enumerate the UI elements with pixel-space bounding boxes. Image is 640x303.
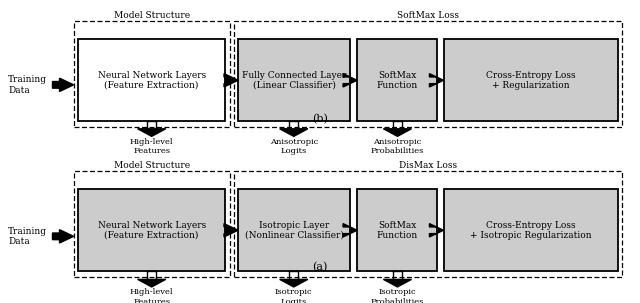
Polygon shape: [138, 129, 166, 136]
Bar: [238, 189, 350, 271]
Text: (a): (a): [312, 262, 328, 272]
Polygon shape: [224, 224, 238, 237]
Polygon shape: [429, 224, 444, 237]
Bar: [234, 171, 622, 277]
Polygon shape: [280, 129, 308, 136]
Text: High-level
Features: High-level Features: [130, 138, 173, 155]
Text: Isotropic Layer
(Nonlinear Classifier): Isotropic Layer (Nonlinear Classifier): [244, 221, 344, 240]
Polygon shape: [224, 74, 238, 87]
Bar: [444, 39, 618, 121]
Polygon shape: [343, 224, 357, 237]
Text: Training
Data: Training Data: [8, 227, 47, 246]
Polygon shape: [383, 129, 412, 136]
Text: Model Structure: Model Structure: [114, 11, 190, 20]
Text: Isotropic
Logits: Isotropic Logits: [275, 288, 312, 303]
Bar: [78, 189, 225, 271]
Text: SoftMax
Function: SoftMax Function: [376, 71, 418, 90]
Bar: [238, 39, 350, 121]
Bar: [74, 21, 230, 127]
Text: SoftMax Loss: SoftMax Loss: [397, 11, 459, 20]
Text: Isotropic
Probabilities: Isotropic Probabilities: [371, 288, 424, 303]
Bar: [444, 189, 618, 271]
Bar: [78, 39, 225, 121]
Text: Cross-Entropy Loss
+ Regularization: Cross-Entropy Loss + Regularization: [486, 71, 575, 90]
Polygon shape: [52, 230, 74, 243]
Polygon shape: [429, 74, 444, 87]
Bar: [234, 21, 622, 127]
Text: Anisotropic
Logits: Anisotropic Logits: [269, 138, 318, 155]
Polygon shape: [138, 279, 166, 287]
Text: Cross-Entropy Loss
+ Isotropic Regularization: Cross-Entropy Loss + Isotropic Regulariz…: [470, 221, 591, 240]
Text: Training
Data: Training Data: [8, 75, 47, 95]
Bar: [357, 189, 437, 271]
Text: Neural Network Layers
(Feature Extraction): Neural Network Layers (Feature Extractio…: [97, 71, 206, 90]
Text: (b): (b): [312, 114, 328, 124]
Bar: [357, 39, 437, 121]
Bar: [74, 171, 230, 277]
Text: SoftMax
Function: SoftMax Function: [376, 221, 418, 240]
Text: DisMax Loss: DisMax Loss: [399, 161, 457, 170]
Text: High-level
Features: High-level Features: [130, 288, 173, 303]
Text: Fully Connected Layer
(Linear Classifier): Fully Connected Layer (Linear Classifier…: [242, 71, 346, 90]
Polygon shape: [343, 74, 357, 87]
Polygon shape: [280, 279, 308, 287]
Polygon shape: [383, 279, 412, 287]
Polygon shape: [52, 78, 74, 92]
Text: Model Structure: Model Structure: [114, 161, 190, 170]
Text: Anisotropic
Probabilities: Anisotropic Probabilities: [371, 138, 424, 155]
Text: Neural Network Layers
(Feature Extraction): Neural Network Layers (Feature Extractio…: [97, 221, 206, 240]
